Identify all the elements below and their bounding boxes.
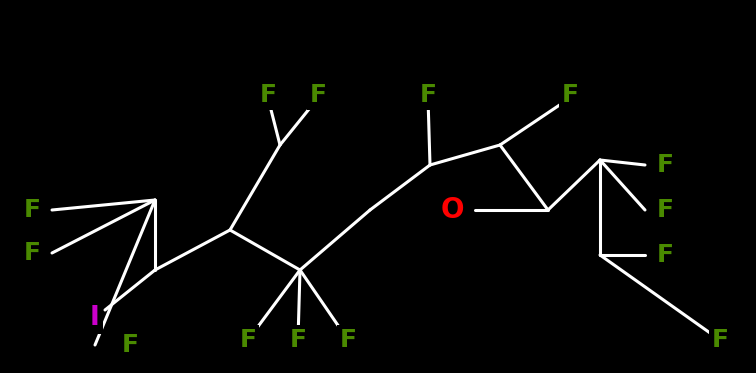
Text: F: F [309, 83, 327, 107]
Text: F: F [23, 241, 41, 265]
Text: F: F [562, 83, 578, 107]
Text: F: F [656, 243, 674, 267]
Text: F: F [339, 328, 357, 352]
Text: F: F [23, 198, 41, 222]
Text: O: O [440, 196, 463, 224]
Text: F: F [656, 153, 674, 177]
Text: F: F [259, 83, 277, 107]
Text: I: I [90, 305, 100, 331]
Text: F: F [656, 198, 674, 222]
Text: F: F [420, 83, 436, 107]
Text: F: F [711, 328, 729, 352]
Text: F: F [122, 333, 138, 357]
Text: F: F [290, 328, 306, 352]
Text: F: F [240, 328, 256, 352]
